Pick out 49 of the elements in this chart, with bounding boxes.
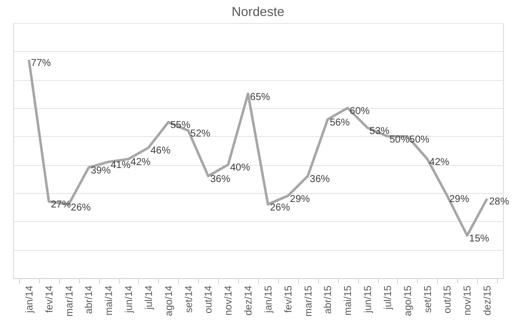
data-label: 55% — [170, 120, 190, 132]
data-label: 27% — [50, 200, 71, 210]
data-label: 60% — [350, 106, 370, 117]
x-tick-label: abr/14 — [84, 285, 96, 314]
x-tick-label: mai/15 — [343, 285, 354, 316]
x-tick-label: ago/14 — [164, 285, 175, 316]
chart-title: Nordeste — [232, 4, 284, 19]
data-label: 26% — [270, 202, 290, 214]
x-tick-label: out/14 — [204, 285, 215, 314]
x-tick-label: ago/15 — [402, 285, 414, 316]
x-tick-label: jun/14 — [124, 285, 136, 314]
x-tick-label: jul/15 — [382, 285, 394, 310]
data-label: 26% — [70, 202, 91, 214]
data-label: 40% — [230, 162, 250, 174]
x-tick-label: mar/14 — [64, 285, 76, 317]
data-label: 46% — [150, 146, 171, 157]
x-tick-label: mai/14 — [104, 285, 116, 316]
x-tick-label: jun/15 — [363, 285, 374, 314]
x-tick-label: out/15 — [442, 285, 454, 314]
data-label: 50% — [389, 134, 410, 146]
data-label: 77% — [30, 58, 52, 69]
x-tick-label: nov/14 — [224, 285, 235, 316]
data-label: 56% — [330, 117, 350, 128]
data-label: 29% — [290, 194, 310, 205]
x-tick-label: fev/14 — [44, 285, 56, 313]
data-label: 41% — [110, 160, 131, 171]
data-label: 39% — [90, 166, 111, 176]
data-label: 29% — [449, 194, 470, 205]
x-tick-label: mar/15 — [303, 285, 314, 317]
x-tick-label: jul/14 — [144, 285, 155, 310]
x-tick-label: jan/15 — [263, 285, 274, 314]
x-tick-label: set/15 — [422, 285, 434, 313]
data-label: 15% — [469, 234, 490, 244]
x-tick-label: set/14 — [184, 285, 195, 313]
data-label: 28% — [489, 196, 510, 208]
x-tick-label: dez/14 — [244, 285, 255, 316]
x-tick-label: jan/14 — [24, 285, 36, 314]
data-label: 53% — [370, 126, 390, 137]
x-tick-label: fev/15 — [283, 285, 294, 313]
data-label: 65% — [250, 92, 270, 103]
x-tick-label: nov/15 — [462, 285, 474, 316]
data-label: 42% — [429, 157, 450, 168]
data-label: 50% — [409, 134, 430, 146]
data-label: 52% — [190, 128, 210, 140]
data-label: 42% — [130, 157, 151, 168]
data-label: 36% — [310, 174, 330, 185]
data-label: 36% — [210, 174, 230, 185]
x-tick-label: abr/15 — [323, 285, 334, 314]
x-tick-label: dez/15 — [482, 285, 494, 316]
